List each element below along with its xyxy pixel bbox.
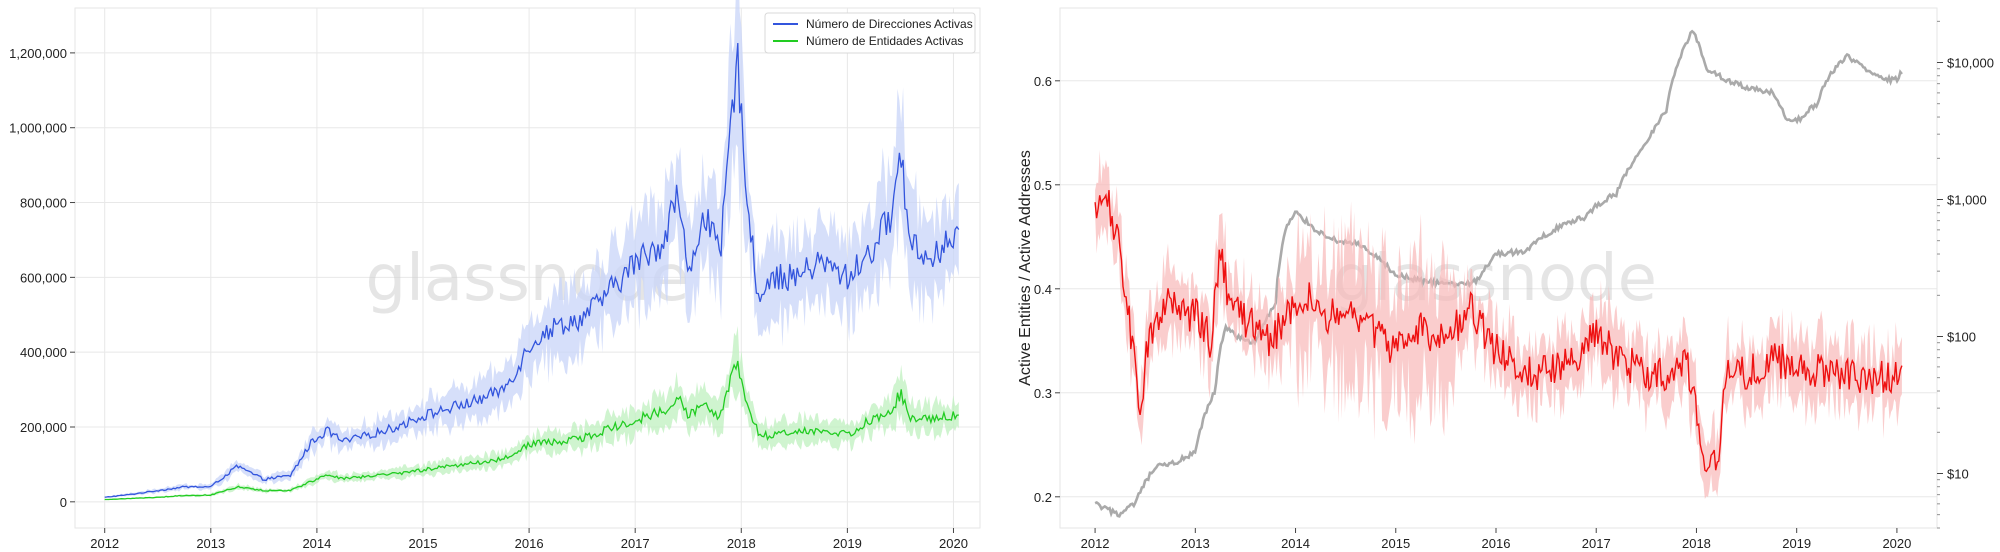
- right-y-tick-label: 0.4: [1034, 282, 1052, 297]
- left-y-tick-label: 400,000: [20, 345, 67, 360]
- left-x-tick-label: 2016: [515, 536, 544, 551]
- left-series-band-0: [104, 0, 959, 498]
- left-x-tick-label: 2017: [621, 536, 650, 551]
- right-x-tick-label: 2013: [1181, 536, 1210, 551]
- left-x-tick-label: 2013: [196, 536, 225, 551]
- left-y-tick-label: 200,000: [20, 420, 67, 435]
- left-series-line-1: [104, 360, 959, 501]
- right-y-tick-label: 0.6: [1034, 74, 1052, 89]
- left-x-tick-label: 2020: [939, 536, 968, 551]
- left-x-tick-label: 2018: [727, 536, 756, 551]
- left-x-tick-label: 2012: [90, 536, 119, 551]
- right-x-tick-label: 2020: [1882, 536, 1911, 551]
- left-legend: Número de Direcciones Activas Número de E…: [764, 12, 976, 54]
- right-y-tick-label: 0.5: [1034, 178, 1052, 193]
- left-y-tick-label: 1,000,000: [9, 121, 67, 136]
- right-y2-tick-label: $10: [1947, 466, 1969, 481]
- legend-label-1: Número de Entidades Activas: [806, 34, 963, 48]
- right-y-axis-title: Active Entities / Active Addresses: [1017, 150, 1034, 386]
- right-price-line: [1094, 29, 1903, 518]
- right-x-tick-label: 2019: [1782, 536, 1811, 551]
- right-plot-area: [1059, 7, 1938, 529]
- left-x-tick-label: 2015: [409, 536, 438, 551]
- left-series-line-0: [104, 42, 960, 498]
- left-legend-box: [764, 12, 976, 54]
- right-y-tick-label: 0.3: [1034, 386, 1052, 401]
- legend-label-0: Número de Direcciones Activas: [806, 17, 973, 31]
- right-chart: 0.2 0.3 0.4 0.5 0.6 2012 2013 2014 2015 2016 2017 2…: [1017, 7, 1994, 551]
- right-ratio-line: [1094, 190, 1903, 473]
- right-y2-tick-label: $10,000: [1947, 56, 1994, 71]
- right-x-tick-label: 2016: [1482, 536, 1511, 551]
- left-x-tick-label: 2019: [833, 536, 862, 551]
- right-y2-tick-label: $100: [1947, 329, 1976, 344]
- left-x-tick-label: 2014: [302, 536, 331, 551]
- right-x-tick-label: 2014: [1281, 536, 1310, 551]
- right-x-tick-label: 2017: [1582, 536, 1611, 551]
- left-y-tick-label: 600,000: [20, 270, 67, 285]
- left-y-tick-label: 800,000: [20, 196, 67, 211]
- right-y-tick-label: 0.2: [1034, 490, 1052, 505]
- left-chart: 0 200,000 400,000 600,000 800,000 1,000,000 1,…: [9, 0, 981, 551]
- right-y2-tick-label: $1,000: [1947, 193, 1987, 208]
- right-x-tick-label: 2018: [1682, 536, 1711, 551]
- right-x-tick-label: 2015: [1381, 536, 1410, 551]
- left-y-tick-label: 0: [60, 495, 67, 510]
- right-x-tick-label: 2012: [1081, 536, 1110, 551]
- left-y-tick-label: 1,200,000: [9, 46, 67, 61]
